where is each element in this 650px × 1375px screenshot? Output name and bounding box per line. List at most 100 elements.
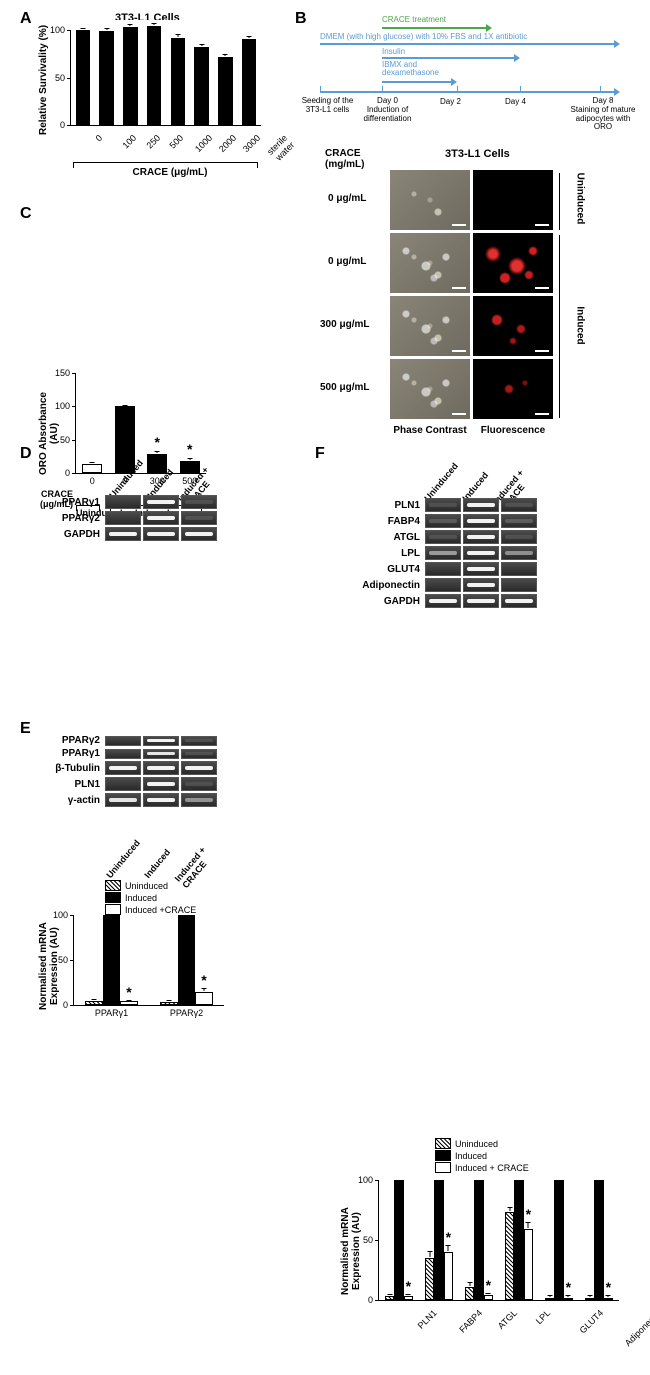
panel-b-label: B xyxy=(295,10,307,28)
gel-lane xyxy=(181,793,217,807)
gel-row: PPARγ1 xyxy=(40,748,217,759)
gel-row: GAPDH xyxy=(350,594,537,608)
gel-row-name: LPL xyxy=(350,548,425,559)
bar xyxy=(585,1298,594,1300)
gel-lane xyxy=(425,498,461,512)
bar xyxy=(484,1295,493,1300)
gel-lane xyxy=(143,511,179,525)
gel-lane xyxy=(105,793,141,807)
legend-f-induced-crace: Induced + CRACE xyxy=(455,1163,529,1173)
gel-row-name: PLN1 xyxy=(40,779,105,790)
panel-b-timeline: CRACE treatment DMEM (with high glucose)… xyxy=(310,15,630,125)
panel-d-plot: 050100*PPARγ1*PPARγ2 xyxy=(73,915,224,1006)
micro-row-300: 300 μg/mL xyxy=(320,319,369,330)
gel-lane xyxy=(143,777,179,791)
gel-row: ATGL xyxy=(350,530,537,544)
panel-e-h2: Induced xyxy=(142,847,172,880)
micro-phase-0-uninduced xyxy=(390,170,470,230)
bar xyxy=(404,1296,413,1300)
bar xyxy=(564,1298,573,1300)
gel-lane xyxy=(501,546,537,560)
gel-row: Adiponectin xyxy=(350,578,537,592)
bar xyxy=(178,915,196,1005)
timeline-day4: Day 4 xyxy=(505,97,526,106)
legend-f-uninduced: Uninduced xyxy=(455,1139,498,1149)
gel-row-name: PPARγ1 xyxy=(40,497,105,508)
panel-a-label: A xyxy=(20,10,32,28)
gel-lane xyxy=(463,578,499,592)
gel-lane xyxy=(181,495,217,509)
panel-e-h1: Uninduced xyxy=(104,838,142,880)
gel-row: PPARγ1 xyxy=(40,495,217,509)
legend-induced-crace: Induced +CRACE xyxy=(125,905,196,915)
gel-lane xyxy=(501,514,537,528)
bar xyxy=(594,1180,603,1300)
panel-e-label: E xyxy=(20,720,31,738)
timeline-day2: Day 2 xyxy=(440,97,461,106)
timeline-dmem-text: DMEM (with high glucose) with 10% FBS an… xyxy=(320,32,527,41)
bar xyxy=(474,1180,483,1300)
gel-lane xyxy=(425,530,461,544)
micro-phase-300 xyxy=(390,296,470,356)
gel-row-name: β-Tubulin xyxy=(40,763,105,774)
panel-f-plot: 050100*PLN1*FABP4*ATGL*LPL*GLUT4*Adipone… xyxy=(378,1180,619,1301)
panel-b-cells-title: 3T3-L1 Cells xyxy=(445,148,510,160)
micro-row-0i: 0 μg/mL xyxy=(328,256,366,267)
bar xyxy=(242,39,257,125)
gel-lane xyxy=(463,530,499,544)
micro-side-induced: Induced xyxy=(575,306,586,344)
gel-lane xyxy=(181,736,217,746)
gel-row-name: FABP4 xyxy=(350,516,425,527)
bar xyxy=(103,915,121,1005)
gel-row: GAPDH xyxy=(40,527,217,541)
panel-f-legend: Uninduced Induced Induced + CRACE xyxy=(435,1138,529,1174)
gel-row-name: PLN1 xyxy=(350,500,425,511)
bar xyxy=(218,57,233,125)
gel-row-name: GAPDH xyxy=(40,529,105,540)
panel-f-label: F xyxy=(315,445,325,463)
micro-row-0u: 0 μg/mL xyxy=(328,193,366,204)
gel-lane xyxy=(105,761,141,775)
gel-lane xyxy=(501,562,537,576)
gel-row: PLN1 xyxy=(40,777,217,791)
timeline-insulin-text: Insulin xyxy=(382,47,405,56)
gel-row: β-Tubulin xyxy=(40,761,217,775)
panel-f-h1: Uninduced xyxy=(422,461,460,503)
gel-lane xyxy=(143,736,179,746)
gel-row-name: ATGL xyxy=(350,532,425,543)
timeline-day8: Day 8 Staining of mature adipocytes with… xyxy=(568,97,638,132)
bar xyxy=(194,47,209,125)
micro-fluor-0-induced xyxy=(473,233,553,293)
gel-lane xyxy=(143,761,179,775)
micro-phase-500 xyxy=(390,359,470,419)
panel-e-gel: PPARγ2PPARγ1β-TubulinPLN1γ-actin xyxy=(40,735,217,809)
panel-b-microscopy xyxy=(390,170,553,419)
bar xyxy=(147,26,162,125)
timeline-ibmx-text: IBMX and dexamethasone xyxy=(382,61,439,77)
bar xyxy=(394,1180,403,1300)
gel-row: FABP4 xyxy=(350,514,537,528)
bar xyxy=(99,31,114,125)
gel-lane xyxy=(181,527,217,541)
gel-lane xyxy=(425,514,461,528)
micro-fluor-0-uninduced xyxy=(473,170,553,230)
gel-lane xyxy=(501,594,537,608)
micro-side-uninduced: Uninduced xyxy=(574,173,585,225)
gel-lane xyxy=(463,514,499,528)
panel-c-label: C xyxy=(20,205,32,223)
panel-a-ylabel: Relative Survivality (%) xyxy=(38,25,49,135)
micro-phase-0-induced xyxy=(390,233,470,293)
bar xyxy=(505,1212,514,1300)
gel-lane xyxy=(105,736,141,746)
gel-row-name: GLUT4 xyxy=(350,564,425,575)
gel-lane xyxy=(143,793,179,807)
gel-lane xyxy=(501,498,537,512)
panel-a-xlabel: CRACE (μg/mL) xyxy=(110,167,230,178)
gel-lane xyxy=(181,777,217,791)
micro-fluor-300 xyxy=(473,296,553,356)
bar xyxy=(82,464,102,473)
gel-row: PLN1 xyxy=(350,498,537,512)
bar xyxy=(524,1229,533,1300)
gel-row: PPARγ2 xyxy=(40,735,217,746)
panel-d-gel: PPARγ1PPARγ2GAPDH xyxy=(40,495,217,543)
